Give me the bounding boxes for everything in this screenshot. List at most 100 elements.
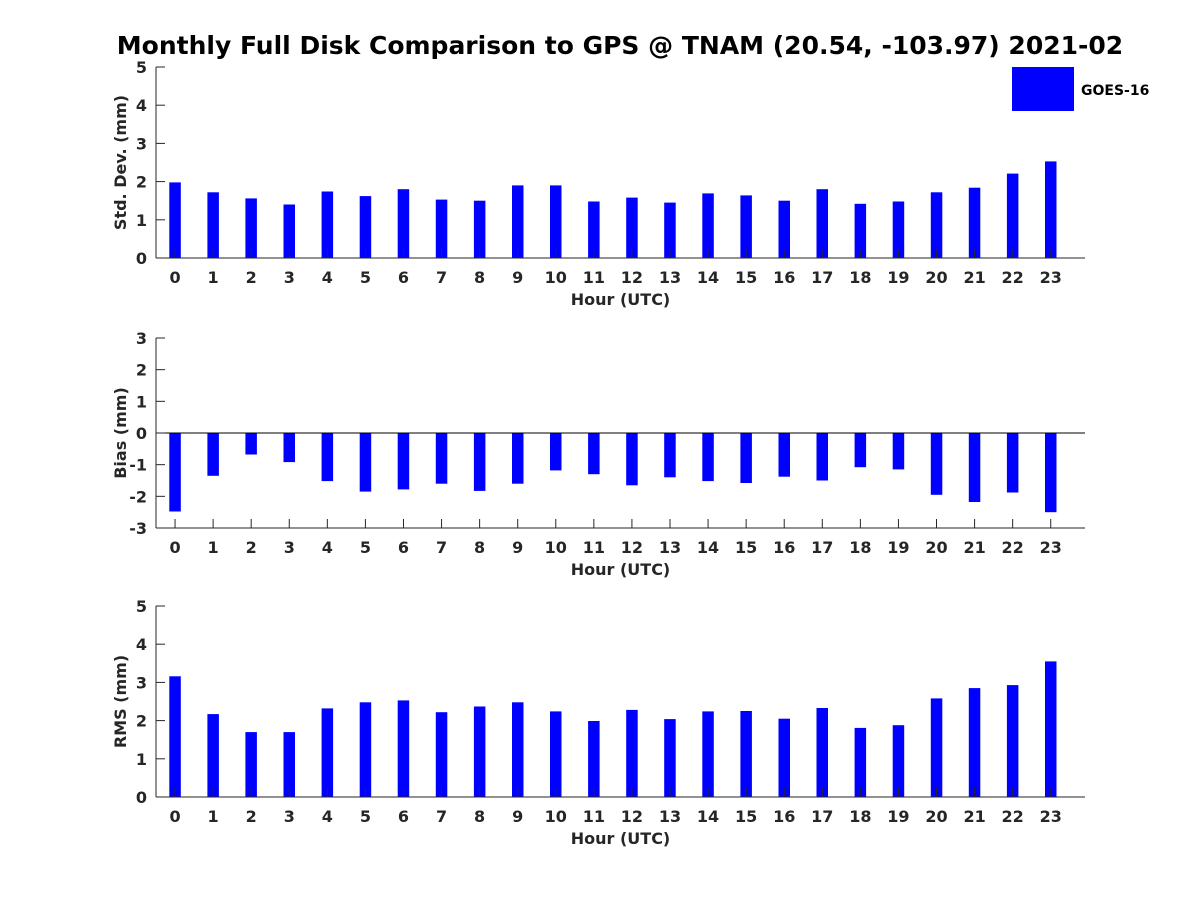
- x-tick-label: 1: [208, 538, 219, 557]
- bar: [892, 725, 905, 797]
- bar: [321, 708, 334, 797]
- x-tick-label: 15: [735, 807, 757, 826]
- bar: [397, 433, 410, 490]
- bar: [397, 189, 410, 258]
- bar: [968, 433, 981, 502]
- x-tick-label: 21: [963, 807, 985, 826]
- x-tick-label: 13: [659, 268, 681, 287]
- bar: [245, 433, 257, 455]
- bar: [359, 433, 372, 492]
- x-tick-label: 22: [1002, 807, 1024, 826]
- y-tick-label: 0: [136, 788, 147, 807]
- x-tick-label: 13: [659, 807, 681, 826]
- x-tick-label: 13: [659, 538, 681, 557]
- bar: [588, 721, 600, 797]
- bar: [1006, 173, 1019, 258]
- x-tick-label: 23: [1040, 268, 1062, 287]
- bar: [550, 185, 562, 258]
- bar: [207, 433, 219, 476]
- bar: [283, 204, 295, 258]
- bar: [778, 433, 790, 477]
- y-tick-label: 2: [136, 361, 147, 380]
- bar: [854, 727, 867, 797]
- bar: [207, 714, 219, 797]
- bar: [930, 698, 943, 797]
- x-tick-label: 4: [322, 268, 333, 287]
- x-tick-label: 19: [887, 807, 909, 826]
- bar: [245, 198, 257, 258]
- bar: [664, 719, 676, 797]
- x-tick-label: 9: [512, 807, 523, 826]
- bar: [702, 193, 714, 258]
- y-tick-label: 5: [136, 597, 147, 616]
- x-tick-label: 2: [246, 538, 257, 557]
- x-tick-label: 2: [246, 807, 257, 826]
- bar: [359, 702, 372, 797]
- x-tick-label: 4: [322, 807, 333, 826]
- bar: [892, 201, 905, 258]
- x-tick-label: 19: [887, 268, 909, 287]
- bar: [473, 200, 486, 258]
- x-tick-label: 1: [208, 807, 219, 826]
- bar: [816, 433, 828, 481]
- y-axis-label: Std. Dev. (mm): [111, 95, 130, 230]
- bar: [968, 688, 981, 797]
- bar: [435, 199, 448, 258]
- x-tick-label: 0: [169, 538, 180, 557]
- x-tick-label: 16: [773, 538, 795, 557]
- x-axis-label: Hour (UTC): [571, 560, 671, 579]
- bar: [702, 711, 714, 797]
- y-tick-label: 0: [136, 249, 147, 268]
- bar: [626, 433, 638, 486]
- bar: [169, 182, 181, 258]
- y-tick-label: 1: [136, 750, 147, 769]
- x-tick-label: 9: [512, 268, 523, 287]
- x-axis-label: Hour (UTC): [571, 829, 671, 848]
- y-tick-label: 1: [136, 211, 147, 230]
- x-tick-label: 8: [474, 268, 485, 287]
- x-tick-label: 9: [512, 538, 523, 557]
- y-tick-label: 4: [136, 635, 147, 654]
- x-tick-label: 6: [398, 538, 409, 557]
- bar: [664, 202, 676, 258]
- y-tick-label: 3: [136, 329, 147, 348]
- bar: [626, 197, 638, 258]
- x-tick-label: 7: [436, 807, 447, 826]
- bar: [588, 433, 600, 475]
- y-tick-label: -2: [129, 487, 147, 506]
- x-tick-label: 21: [963, 538, 985, 557]
- x-tick-label: 20: [925, 538, 947, 557]
- bar: [778, 718, 790, 797]
- bar: [473, 706, 486, 797]
- x-tick-label: 20: [925, 807, 947, 826]
- bar: [1045, 433, 1057, 513]
- y-tick-label: 2: [136, 712, 147, 731]
- x-tick-label: 0: [169, 268, 180, 287]
- bar: [626, 709, 638, 797]
- y-tick-label: -3: [129, 519, 147, 538]
- y-tick-label: 4: [136, 96, 147, 115]
- y-tick-label: 1: [136, 392, 147, 411]
- y-tick-label: 5: [136, 58, 147, 77]
- bar: [283, 732, 295, 797]
- y-tick-label: 3: [136, 673, 147, 692]
- x-tick-label: 23: [1040, 807, 1062, 826]
- bar: [702, 433, 714, 482]
- x-tick-label: 20: [925, 268, 947, 287]
- x-tick-label: 7: [436, 538, 447, 557]
- y-tick-label: 3: [136, 134, 147, 153]
- x-tick-label: 7: [436, 268, 447, 287]
- x-tick-label: 0: [169, 807, 180, 826]
- x-tick-label: 18: [849, 538, 871, 557]
- x-tick-label: 22: [1002, 538, 1024, 557]
- x-tick-label: 12: [621, 538, 643, 557]
- bar: [930, 192, 943, 258]
- y-axis-label: RMS (mm): [111, 655, 130, 748]
- bar: [512, 185, 524, 258]
- bar: [854, 203, 867, 258]
- x-tick-label: 16: [773, 807, 795, 826]
- x-tick-label: 18: [849, 268, 871, 287]
